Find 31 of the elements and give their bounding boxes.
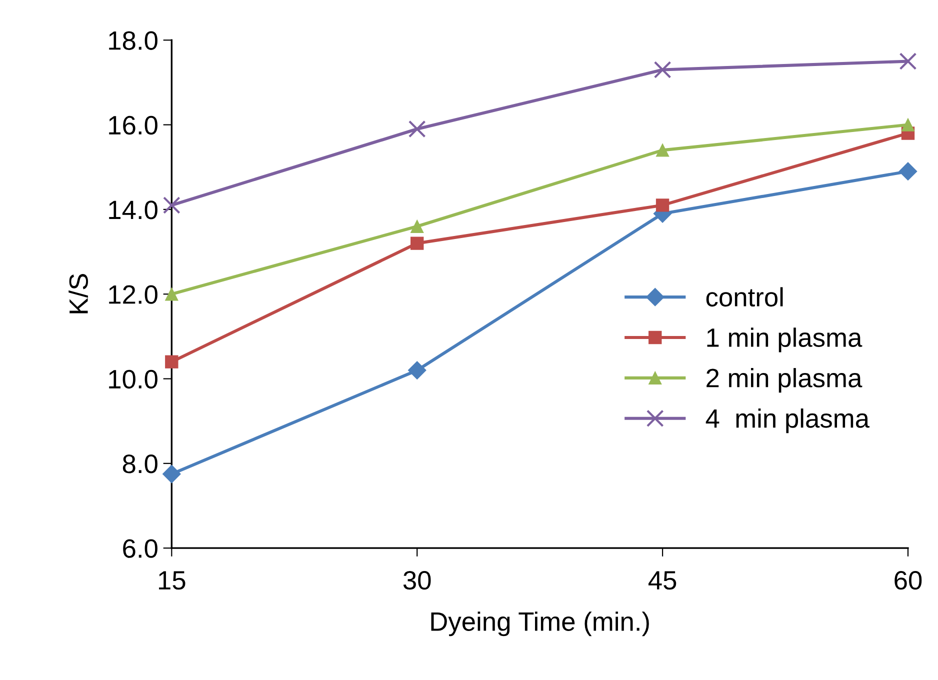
y-tick-label: 16.0: [109, 116, 158, 135]
y-tick-label: 6.0: [123, 539, 158, 558]
legend-label: 1 min plasma: [707, 328, 862, 352]
legend-label: control: [706, 287, 783, 307]
y-axis-title: K/S: [68, 274, 88, 314]
point: [165, 288, 178, 301]
legend-label: 2 min plasma: [706, 368, 862, 393]
point: [408, 120, 426, 138]
x-tick-label: 15: [158, 571, 186, 590]
y-tick-label: 12.0: [109, 285, 158, 304]
point: [656, 198, 670, 212]
x-axis-title: Dyeing Time (min.): [431, 612, 649, 636]
point: [901, 118, 915, 132]
legend-label: 4 min plasma: [706, 408, 870, 434]
point: [410, 236, 424, 250]
point: [898, 162, 918, 181]
point: [656, 144, 670, 157]
y-tick-label: 8.0: [122, 454, 158, 474]
point: [410, 220, 424, 233]
point: [162, 464, 181, 484]
y-tick-label: 14.0: [109, 200, 158, 220]
x-tick-label: 30: [403, 571, 431, 590]
point: [408, 361, 426, 380]
y-tick-label: 18.0: [109, 31, 158, 50]
point: [654, 61, 672, 78]
x-tick-label: 45: [648, 571, 676, 590]
point: [899, 52, 917, 70]
x-tick-label: 60: [894, 571, 922, 590]
point: [162, 196, 180, 214]
y-tick-label: 10.0: [109, 370, 158, 389]
point: [165, 355, 178, 368]
